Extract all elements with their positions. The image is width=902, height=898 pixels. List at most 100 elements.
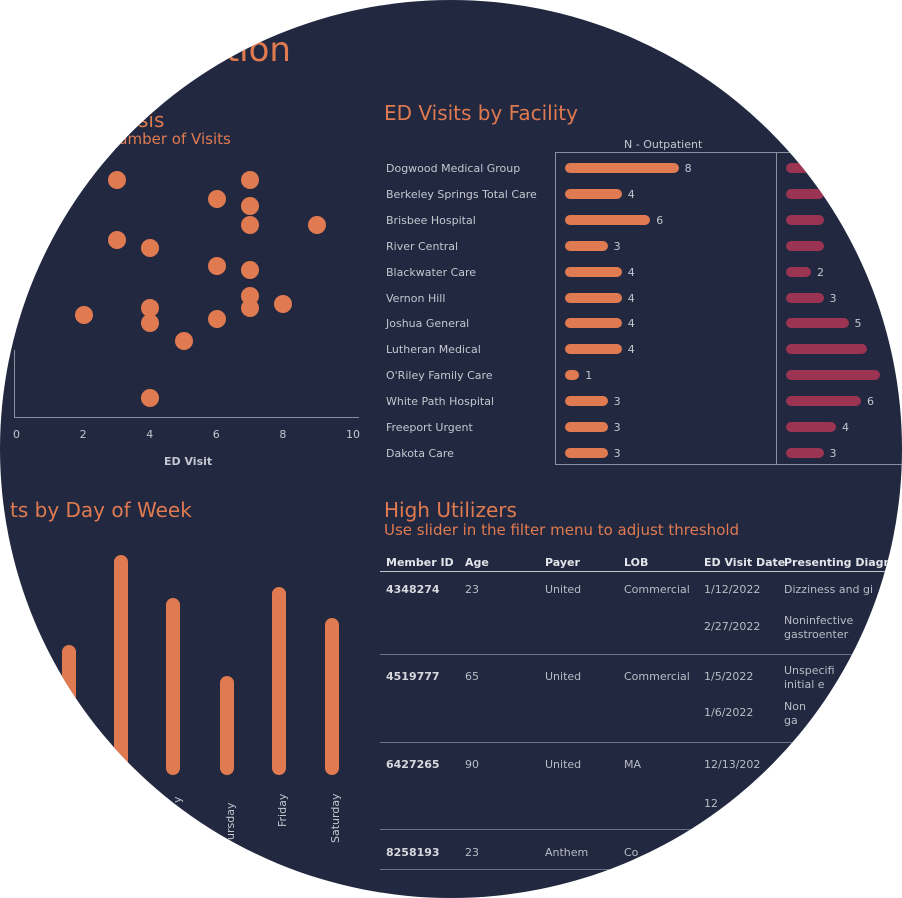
hu-group-rule <box>380 654 900 655</box>
facility-bar-outpatient <box>565 344 622 355</box>
hu-visit-date: 2/27/2022 <box>704 620 761 633</box>
facility-value-second: 2 <box>817 265 824 279</box>
hu-visit-date: 1/5/2022 <box>704 670 754 683</box>
scatter-title: sis <box>138 108 165 132</box>
dow-bar <box>114 554 128 775</box>
hu-column-header[interactable]: Member ID <box>386 556 454 569</box>
facility-bar-second <box>786 214 824 225</box>
facility-bar-outpatient <box>565 240 608 251</box>
facility-bar-outpatient <box>565 163 679 173</box>
facility-bar-outpatient <box>565 422 608 432</box>
scatter-point <box>207 189 226 208</box>
facility-value-outpatient: 4 <box>627 265 635 279</box>
hu-column-header[interactable]: Payer <box>545 556 580 569</box>
facility-panel-divider <box>776 152 777 465</box>
scatter-point <box>241 261 260 279</box>
scatter-x-tick: 6 <box>212 428 220 441</box>
hu-diagnosis-cont: gastroenter <box>784 628 849 641</box>
facility-bottom-border <box>555 464 902 465</box>
hu-lob: Co <box>624 846 639 859</box>
facility-value-second: 3 <box>829 446 837 460</box>
scatter-point <box>241 171 260 189</box>
dow-day-label: Friday <box>276 793 289 827</box>
hu-group-rule <box>380 829 900 830</box>
facility-value-outpatient: 8 <box>684 162 692 175</box>
hu-member-id: 4348274 <box>386 583 440 596</box>
scatter-point <box>207 257 226 276</box>
hu-diagnosis-cont: ga <box>784 714 798 727</box>
scatter-point <box>141 313 160 332</box>
hu-header-rule <box>380 571 902 572</box>
scatter-point <box>107 171 126 189</box>
facility-label: Brisbee Hospital <box>386 213 476 227</box>
dow-bar <box>325 618 339 775</box>
scatter-x-tick: 0 <box>13 428 20 441</box>
facility-bar-outpatient <box>565 447 608 458</box>
facility-bar-second <box>786 266 811 277</box>
dow-bar <box>272 586 286 775</box>
facility-label: Blackwater Care <box>386 265 477 279</box>
hu-payer: United <box>545 670 582 683</box>
facility-value-outpatient: 3 <box>613 239 621 253</box>
facility-bar-second <box>786 344 868 355</box>
facility-value-outpatient: 4 <box>627 187 635 201</box>
hu-age: 23 <box>465 846 479 859</box>
scatter-point <box>141 238 160 257</box>
facility-bar-second <box>786 318 849 329</box>
scatter-point <box>174 332 193 351</box>
scatter-point <box>241 298 260 317</box>
facility-bar-second <box>786 163 821 173</box>
hu-subtitle: Use slider in the filter menu to adjust … <box>384 521 740 539</box>
hu-column-header[interactable]: Presenting Diagn <box>784 556 892 569</box>
hu-diagnosis: Dizziness and gi <box>784 583 874 596</box>
hu-column-header[interactable]: LOB <box>624 556 649 569</box>
facility-bar-outpatient <box>565 266 622 277</box>
scatter-point <box>207 309 226 328</box>
hu-diagnosis: Unspecifi <box>784 664 835 677</box>
scatter-point <box>141 388 160 407</box>
facility-label: Dakota Care <box>386 446 454 460</box>
facility-bar-second <box>786 396 861 407</box>
scatter-x-tick: 8 <box>279 428 287 441</box>
hu-lob: MA <box>624 758 642 771</box>
facility-value-outpatient: 4 <box>627 291 635 305</box>
hu-payer: United <box>545 583 582 596</box>
facility-value-second: 3 <box>829 291 837 305</box>
facility-bar-outpatient <box>565 292 622 303</box>
hu-column-header[interactable]: ED Visit Date <box>704 556 786 569</box>
hu-title: High Utilizers <box>384 498 517 522</box>
facility-value-outpatient: 4 <box>627 343 635 357</box>
scatter-point <box>274 294 293 313</box>
hu-member-id: 4519777 <box>386 670 440 683</box>
facility-panel-label: N - Outpatient <box>624 138 703 151</box>
facility-value-outpatient: 4 <box>627 317 635 331</box>
facility-value-outpatient: 3 <box>613 395 621 409</box>
hu-age: 23 <box>465 583 479 596</box>
hu-column-header[interactable]: Age <box>465 556 489 569</box>
facility-label: Joshua General <box>386 317 470 331</box>
hu-age: 90 <box>465 758 479 771</box>
hu-lob: Commercial <box>624 583 690 596</box>
facility-value-outpatient: 1 <box>585 369 593 383</box>
facility-bar-outpatient <box>565 214 651 225</box>
facility-value-second: 6 <box>867 395 874 409</box>
scatter-x-tick: 2 <box>79 428 87 441</box>
scatter-x-label: ED Visit <box>164 455 213 468</box>
facility-bar-second <box>786 188 824 199</box>
scatter-y-axis <box>14 350 15 417</box>
scatter-point <box>241 197 260 216</box>
facility-top-border <box>555 152 902 153</box>
hu-diagnosis: Noninfective <box>784 614 854 627</box>
facility-bar-outpatient <box>565 370 580 381</box>
hu-payer: Anthem <box>545 846 589 859</box>
hu-diagnosis-cont: initial e <box>784 678 825 691</box>
hu-member-id: 6427265 <box>386 758 440 771</box>
facility-bar-second <box>786 370 880 381</box>
facility-bar-outpatient <box>565 188 622 199</box>
dow-bar <box>220 676 234 775</box>
facility-label: River Central <box>386 239 459 253</box>
hu-member-id: 8258193 <box>386 846 440 859</box>
facility-value-second: 4 <box>842 421 849 434</box>
scatter-point <box>307 216 326 234</box>
scatter-x-axis <box>14 417 359 418</box>
